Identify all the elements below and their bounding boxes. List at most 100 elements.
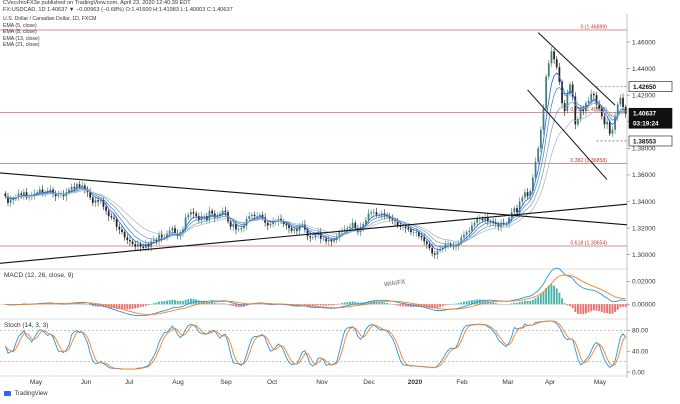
candle-body [537, 148, 540, 162]
candle-body [4, 193, 7, 197]
candle-body [534, 161, 537, 178]
macd-bar [303, 304, 306, 305]
candle-body [338, 232, 341, 238]
chart-header: CVecchioFX3e published on TradingView.co… [0, 0, 680, 14]
x-tick-label: Feb [456, 379, 468, 386]
candle-body [97, 200, 99, 202]
candle-body [555, 59, 558, 68]
candle-body [142, 246, 145, 249]
macd-bar [134, 304, 137, 309]
macd-bar [343, 302, 346, 305]
footer: TradingView [4, 391, 48, 397]
macd-bar [319, 304, 322, 306]
macd-bar [460, 302, 463, 305]
candle-body [476, 218, 479, 223]
price-tick-label: 1.44000 [632, 66, 656, 73]
macd-bar [611, 304, 614, 314]
macd-bar [478, 299, 481, 305]
macd-bar [386, 303, 389, 305]
macd-bar [595, 304, 598, 311]
macd-bar [534, 298, 537, 305]
candle-body [550, 51, 553, 64]
candle-body [269, 224, 272, 226]
candle-body [70, 186, 73, 190]
candle-body [354, 222, 357, 229]
candle-body [425, 241, 428, 245]
macd-bar [62, 304, 65, 305]
candle-body [296, 229, 298, 231]
candle-body [598, 104, 601, 109]
candle-body [521, 197, 524, 202]
candle-body [428, 244, 431, 249]
candle-body [558, 67, 561, 82]
candle-body [396, 221, 399, 226]
macd-bar [317, 304, 320, 306]
channel-upper-line [537, 32, 616, 106]
candle-body [285, 224, 288, 226]
macd-bar [235, 304, 237, 307]
macd-bar [370, 300, 373, 305]
candle-body [187, 214, 190, 218]
fib-level-label: 0 (1.46899) [580, 25, 607, 31]
candle-body [200, 216, 203, 221]
macd-bar [579, 304, 582, 315]
candle-body [38, 189, 41, 193]
candle-body [473, 222, 476, 226]
candle-body [211, 210, 213, 214]
macd-bar [521, 301, 524, 305]
macd-bar [341, 303, 343, 305]
candle-body [144, 244, 147, 249]
candle-body [192, 212, 195, 214]
macd-bar [569, 304, 571, 307]
macd-bar [622, 304, 624, 307]
macd-bar [542, 291, 545, 305]
price-tag-label: 1.40637 [633, 111, 657, 118]
macd-bar [113, 304, 115, 309]
fib-level-label: 0.618 (1.30654) [570, 241, 607, 247]
candle-body [333, 240, 335, 242]
candle-body [412, 232, 415, 233]
macd-bar [539, 294, 542, 305]
candle-body [160, 234, 163, 238]
candle-body [410, 229, 412, 233]
macd-tick-label: 0.00000 [632, 302, 656, 309]
price-tick-label: 1.42000 [632, 92, 656, 99]
macd-bar [455, 303, 457, 305]
brand-label[interactable]: TradingView [14, 391, 48, 398]
macd-bar [322, 304, 325, 306]
macd-bar [240, 304, 243, 308]
candle-body [622, 97, 624, 108]
candle-body [311, 237, 314, 239]
price-tick-label: 1.38000 [632, 146, 656, 153]
price-tick-label: 1.34000 [632, 199, 656, 206]
fib-level-label: 0.236 (1.40696) [570, 107, 607, 113]
channel-lower-line [527, 89, 608, 180]
candle-body [134, 244, 137, 247]
macd-bar [102, 304, 105, 307]
candle-body [447, 244, 449, 245]
macd-bar [457, 303, 460, 305]
candle-body [137, 244, 139, 247]
candle-body [184, 217, 187, 230]
candle-body [423, 237, 426, 242]
stoch-label: Stoch (14, 3, 3) [4, 322, 48, 329]
candle-body [492, 221, 494, 223]
macd-bar [603, 304, 606, 313]
candle-body [261, 214, 264, 218]
macd-bar [128, 304, 131, 310]
candle-body [505, 224, 508, 225]
candle-body [542, 108, 545, 130]
x-tick-label: Aug [172, 379, 184, 386]
legend-ema5: EMA (5, close) [3, 22, 37, 29]
price-tag-label: 1.38553 [633, 138, 657, 145]
macd-bar [131, 304, 134, 309]
macd-bar [367, 301, 370, 305]
macd-bar [582, 304, 585, 315]
candle-body [465, 232, 468, 235]
macd-bar [396, 304, 399, 306]
macd-bar [168, 300, 171, 305]
macd-bar [436, 304, 439, 308]
candle-body [526, 192, 529, 197]
candle-body [293, 229, 296, 231]
